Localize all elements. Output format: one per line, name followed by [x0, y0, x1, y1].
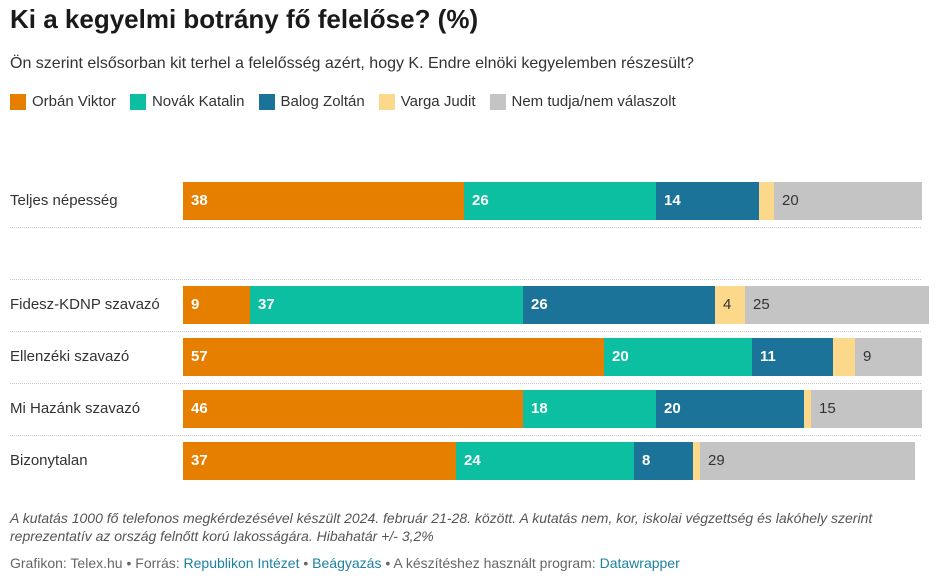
- data-label: 25: [753, 296, 770, 313]
- stacked-bar: 37 24 8 29: [183, 442, 922, 480]
- legend-label: Novák Katalin: [151, 93, 245, 110]
- data-label: 38: [191, 192, 208, 209]
- source-link[interactable]: Republikon Intézet: [183, 555, 300, 571]
- row-divider: [10, 227, 921, 228]
- legend-label: Nem tudja/nem válaszolt: [511, 93, 676, 110]
- bar-segment: [715, 286, 745, 324]
- legend-swatch: [258, 93, 275, 110]
- bar-segment: [855, 338, 922, 376]
- data-label: 9: [863, 348, 872, 365]
- chart-title: Ki a kegyelmi botrány fő felelőse? (%): [10, 4, 479, 34]
- footer-separator: •: [381, 555, 394, 571]
- bar-segment: [523, 390, 656, 428]
- bar-segment: [811, 390, 922, 428]
- bar-segment: [804, 390, 811, 428]
- stacked-bar: 46 18 20 15: [183, 390, 922, 428]
- data-label: 20: [664, 400, 681, 417]
- bar-segment: [656, 390, 804, 428]
- datawrapper-link[interactable]: Datawrapper: [599, 555, 680, 571]
- data-label: 20: [782, 192, 799, 209]
- bar-segment: [183, 442, 456, 480]
- data-label: 9: [191, 296, 200, 313]
- data-label: 26: [531, 296, 548, 313]
- row-label: Ellenzéki szavazó: [10, 348, 130, 365]
- bar-segment: [656, 182, 759, 220]
- data-label: 4: [723, 296, 732, 313]
- row-label: Mi Hazánk szavazó: [10, 400, 141, 417]
- row-label: Fidesz-KDNP szavazó: [10, 296, 160, 313]
- bar-segment: [523, 286, 715, 324]
- legend-item: Varga Judit: [378, 93, 476, 110]
- row-divider: [10, 383, 921, 384]
- bar-segment: [183, 390, 523, 428]
- bar-segment: [833, 338, 855, 376]
- bar-segment: [693, 442, 700, 480]
- row-label: Teljes népesség: [10, 192, 118, 209]
- chart-subtitle: Ön szerint elsősorban kit terhel a felel…: [10, 55, 694, 72]
- bar-segment: [456, 442, 634, 480]
- methodology-note: A kutatás 1000 fő telefonos megkérdezésé…: [10, 510, 873, 544]
- footer: Grafikon: Telex.hu • Forrás: Republikon …: [10, 555, 680, 571]
- legend-swatch: [10, 93, 26, 110]
- bar-segment: [250, 286, 523, 324]
- row-divider: [10, 331, 921, 332]
- data-label: 29: [708, 452, 725, 469]
- stacked-bar: 38 26 14 20: [183, 182, 922, 220]
- legend-item: Orbán Viktor: [10, 93, 116, 110]
- row-label: Bizonytalan: [10, 452, 88, 469]
- legend-label: Balog Zoltán: [280, 93, 365, 110]
- row-divider: [10, 279, 921, 280]
- data-label: 15: [819, 400, 836, 417]
- bar-segment: [634, 442, 693, 480]
- bar-segment: [700, 442, 915, 480]
- stacked-bar: 9 37 26 4 25: [183, 286, 929, 324]
- legend-swatch: [129, 93, 146, 110]
- footer-program-label: A készítéshez használt program:: [393, 555, 600, 571]
- bar-segment: [183, 182, 464, 220]
- embed-link[interactable]: Beágyazás: [312, 555, 382, 571]
- data-label: 46: [191, 400, 208, 417]
- row-divider: [10, 435, 921, 436]
- data-label: 26: [472, 192, 489, 209]
- bar-segment: [183, 338, 604, 376]
- footer-separator: •: [122, 555, 136, 571]
- footer-source-label: Forrás:: [135, 555, 184, 571]
- data-label: 11: [760, 348, 776, 365]
- stacked-bar: 57 20 11 9: [183, 338, 922, 376]
- data-label: 14: [664, 192, 681, 209]
- data-label: 20: [612, 348, 629, 365]
- bar-segment: [183, 286, 250, 324]
- legend-swatch: [378, 93, 395, 110]
- legend-item: Balog Zoltán: [258, 93, 365, 110]
- data-label: 24: [464, 452, 481, 469]
- bar-segment: [464, 182, 656, 220]
- data-label: 8: [642, 452, 651, 469]
- data-label: 37: [258, 296, 275, 313]
- bar-segment: [745, 286, 929, 324]
- legend-swatch: [489, 93, 506, 110]
- data-label: 57: [191, 348, 208, 365]
- footer-graphic-label: Grafikon: Telex.hu: [10, 555, 123, 571]
- legend-label: Orbán Viktor: [32, 93, 116, 110]
- bar-segment: [759, 182, 774, 220]
- legend-item: Novák Katalin: [129, 93, 245, 110]
- data-label: 37: [191, 452, 208, 469]
- legend-item: Nem tudja/nem válaszolt: [489, 93, 676, 110]
- bar-segment: [604, 338, 752, 376]
- bar-segment: [774, 182, 922, 220]
- legend-label: Varga Judit: [400, 93, 476, 110]
- footer-separator: •: [299, 555, 313, 571]
- legend: Orbán Viktor Novák Katalin Balog Zoltán Var…: [10, 93, 676, 110]
- data-label: 18: [531, 400, 548, 417]
- bar-segment: [752, 338, 833, 376]
